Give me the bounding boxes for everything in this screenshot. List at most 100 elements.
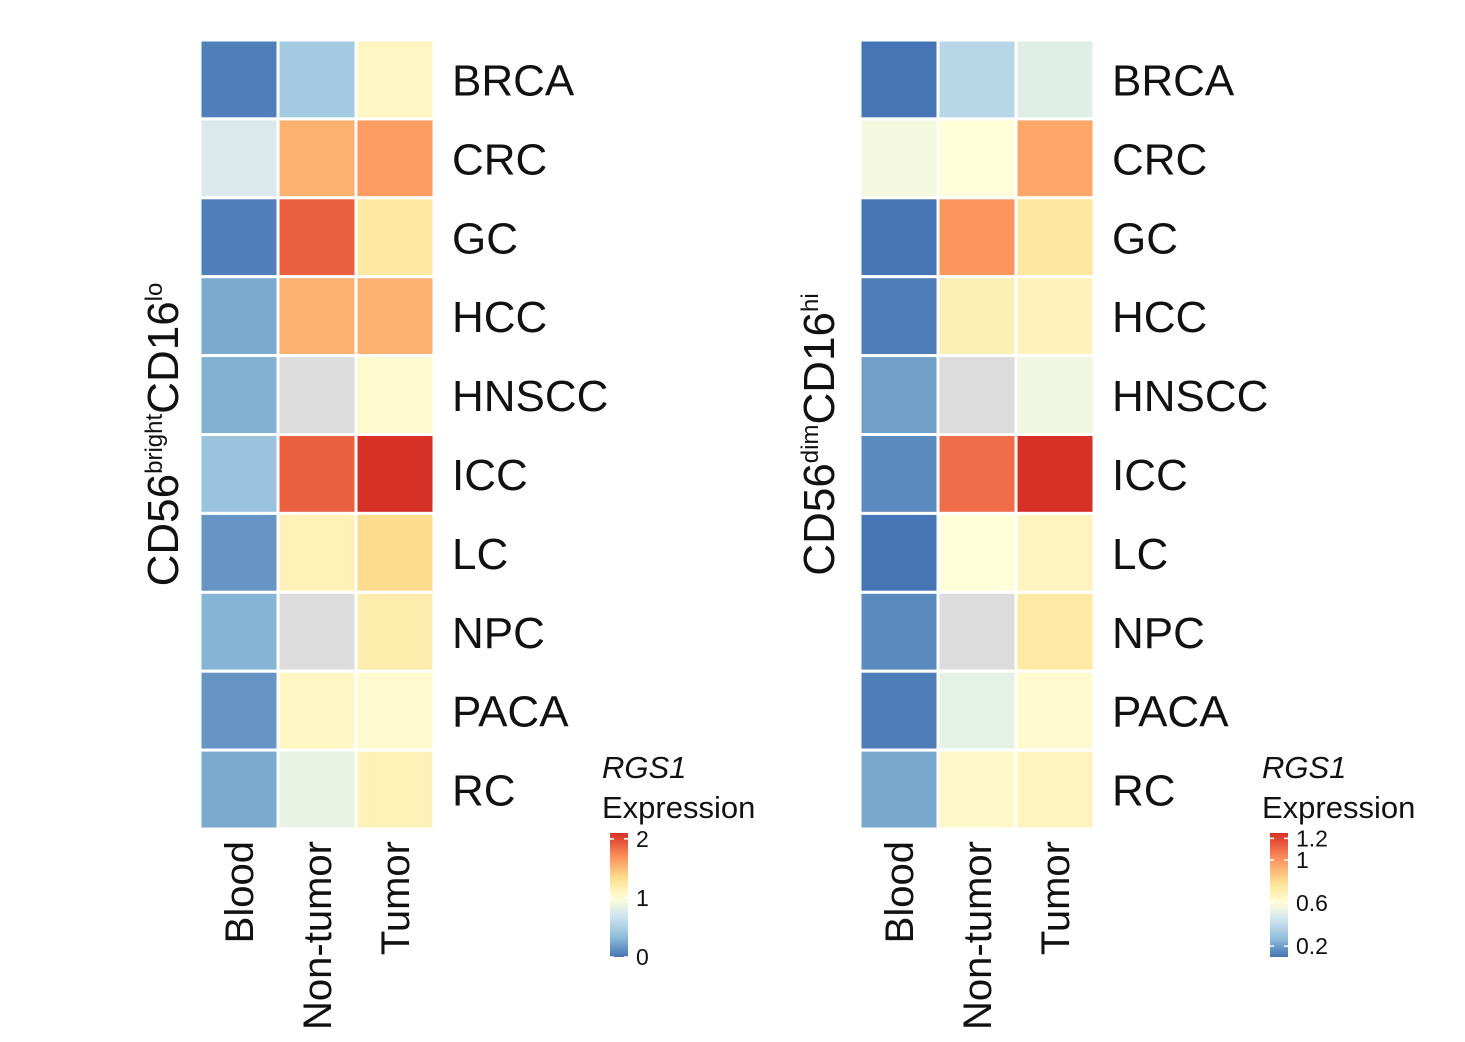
- heatmap-cell-npc-blood: [858, 590, 940, 673]
- heatmap-cell-lc-blood: [858, 511, 940, 594]
- row-label: NPC: [1112, 609, 1205, 658]
- heatmap-cell-lc-blood: [198, 511, 280, 594]
- heatmap-cell-hnscc-blood: [858, 354, 940, 437]
- heatmap-cell-crc-blood: [198, 117, 280, 200]
- row-label: BRCA: [452, 56, 575, 105]
- heatmap-cell-rc-blood: [198, 748, 280, 831]
- row-label: LC: [1112, 530, 1168, 579]
- heatmap-cell-hcc-non-tumor: [936, 275, 1018, 358]
- legend-colorbar: [610, 833, 628, 957]
- heatmap-cell-brca-blood: [198, 38, 280, 121]
- heatmap-cell-brca-tumor: [354, 38, 436, 121]
- heatmap-cell-icc-blood: [198, 433, 280, 515]
- column-label: Tumor: [374, 841, 418, 955]
- heatmap-cell-hcc-tumor: [354, 275, 436, 358]
- heatmap-cell-hnscc-non-tumor: [936, 354, 1018, 437]
- legend-tick-label: 0: [636, 944, 649, 970]
- heatmap-cell-paca-tumor: [1014, 669, 1096, 752]
- heatmap-cell-gc-non-tumor: [276, 196, 358, 279]
- heatmap-cell-brca-non-tumor: [936, 38, 1018, 121]
- y-axis-title: CD56brightCD16lo: [139, 283, 188, 587]
- heatmap-cell-lc-non-tumor: [936, 511, 1018, 594]
- heatmap-cell-lc-tumor: [1014, 511, 1096, 594]
- column-label: Blood: [878, 841, 922, 943]
- heatmap-cell-rc-non-tumor: [276, 748, 358, 831]
- heatmap-cell-npc-tumor: [354, 590, 436, 673]
- heatmap-cell-npc-non-tumor: [276, 590, 358, 673]
- row-label: LC: [452, 530, 508, 579]
- heatmap-cell-gc-tumor: [1014, 196, 1096, 279]
- heatmap-cell-crc-tumor: [354, 117, 436, 200]
- heatmap-cell-hnscc-non-tumor: [276, 354, 358, 437]
- heatmap-cell-lc-non-tumor: [276, 511, 358, 594]
- row-label: GC: [452, 214, 518, 263]
- heatmap-panel-1: BRCA CRC GC HCC HNSCC ICC LC NPC PACA RC Blood Non-…: [139, 38, 755, 1030]
- row-label: HCC: [452, 293, 547, 342]
- heatmap-cell-hcc-tumor: [1014, 275, 1096, 358]
- row-label: PACA: [1112, 688, 1229, 737]
- row-label: NPC: [452, 609, 545, 658]
- row-label: PACA: [452, 688, 569, 737]
- heatmap-cell-gc-non-tumor: [936, 196, 1018, 279]
- heatmap-cell-icc-blood: [858, 433, 940, 515]
- legend-tick-label: 1: [636, 885, 649, 911]
- row-label: GC: [1112, 214, 1178, 263]
- heatmap-cell-paca-blood: [858, 669, 940, 752]
- heatmap-cell-icc-tumor: [354, 433, 436, 515]
- heatmap-cell-hcc-blood: [198, 275, 280, 358]
- row-label: HNSCC: [1112, 372, 1268, 421]
- heatmap-cell-lc-tumor: [354, 511, 436, 594]
- row-label: RC: [452, 767, 516, 816]
- heatmap-cell-npc-non-tumor: [936, 590, 1018, 673]
- row-label: CRC: [1112, 135, 1207, 184]
- heatmap-cell-hnscc-tumor: [354, 354, 436, 437]
- heatmap-cell-rc-tumor: [354, 748, 436, 831]
- legend-tick-label: 0.2: [1296, 933, 1328, 959]
- heatmap-cell-gc-blood: [198, 196, 280, 279]
- heatmap-cell-crc-blood: [858, 117, 940, 200]
- heatmap-cell-crc-tumor: [1014, 117, 1096, 200]
- heatmap-cell-hnscc-tumor: [1014, 354, 1096, 437]
- heatmap-cell-hcc-non-tumor: [276, 275, 358, 358]
- legend-colorbar: [1270, 833, 1288, 957]
- heatmap-cell-icc-non-tumor: [276, 433, 358, 515]
- legend-tick-label: 1.2: [1296, 825, 1328, 851]
- row-label: HNSCC: [452, 372, 608, 421]
- legend-tick-label: 2: [636, 826, 649, 852]
- heatmap-cell-brca-tumor: [1014, 38, 1096, 121]
- heatmap-cell-gc-blood: [858, 196, 940, 279]
- heatmap-cell-paca-blood: [198, 669, 280, 752]
- legend-tick-label: 1: [1296, 847, 1309, 873]
- column-label: Non-tumor: [956, 841, 1000, 1030]
- legend-tick-label: 0.6: [1296, 890, 1328, 916]
- heatmap-cell-paca-non-tumor: [936, 669, 1018, 752]
- row-label: ICC: [452, 451, 528, 500]
- y-axis-title: CD56dimCD16hi: [795, 293, 844, 575]
- heatmap-cell-rc-non-tumor: [936, 748, 1018, 831]
- column-label: Non-tumor: [296, 841, 340, 1030]
- heatmap-cell-npc-tumor: [1014, 590, 1096, 673]
- row-label: CRC: [452, 135, 547, 184]
- heatmap-cell-gc-tumor: [354, 196, 436, 279]
- heatmap-cell-brca-blood: [858, 38, 940, 121]
- row-label: RC: [1112, 767, 1176, 816]
- heatmap-cell-hcc-blood: [858, 275, 940, 358]
- heatmap-cell-crc-non-tumor: [276, 117, 358, 200]
- heatmap-cell-rc-tumor: [1014, 748, 1096, 831]
- heatmap-cell-icc-non-tumor: [936, 433, 1018, 515]
- row-label: HCC: [1112, 293, 1207, 342]
- legend-title-label: Expression: [1262, 790, 1415, 825]
- heatmap-cell-paca-non-tumor: [276, 669, 358, 752]
- heatmap-cell-crc-non-tumor: [936, 117, 1018, 200]
- column-label: Tumor: [1034, 841, 1078, 955]
- heatmap-cell-rc-blood: [858, 748, 940, 831]
- row-label: ICC: [1112, 451, 1188, 500]
- legend-title-label: Expression: [602, 790, 755, 825]
- row-label: BRCA: [1112, 56, 1235, 105]
- column-label: Blood: [218, 841, 262, 943]
- heatmap-panel-2: BRCA CRC GC HCC HNSCC ICC LC NPC PACA RC Blood Non-…: [795, 38, 1415, 1030]
- legend-title-gene: RGS1: [1262, 750, 1346, 785]
- legend-title-gene: RGS1: [602, 750, 686, 785]
